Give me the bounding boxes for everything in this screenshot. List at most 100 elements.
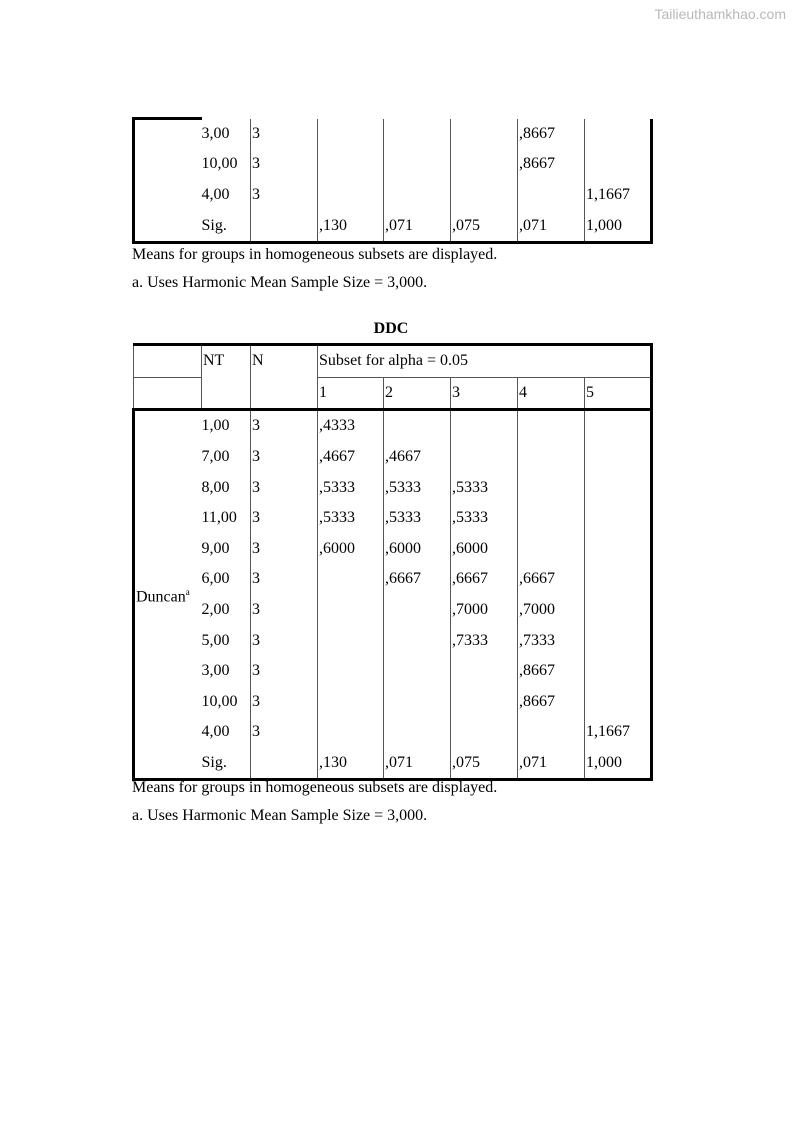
nt-cell: 10,00: [201, 155, 238, 173]
subset-cell: [584, 564, 653, 595]
subset-cell: [517, 441, 585, 473]
header-subset: Subset for alpha = 0.05: [317, 344, 653, 378]
subset-cell: ,6000: [450, 533, 518, 565]
table-row: Duncana 1,00 3,4333: [132, 409, 653, 780]
nt-cell: 7,00: [201, 448, 230, 466]
n-cell: 3: [250, 179, 318, 211]
nt-cell: 10,00: [201, 692, 238, 710]
nt-cell: Sig.: [201, 216, 227, 234]
n-cell: 3: [250, 409, 318, 442]
table-row: 10,00 3 ,8667: [134, 149, 653, 180]
table-row: 11,00 3,5333,5333,5333: [134, 502, 653, 534]
table-row: 9,00 3,6000,6000,6000: [134, 533, 653, 565]
subset-cell: ,6000: [317, 533, 384, 565]
header-n: N: [250, 343, 318, 412]
n-cell: 3: [250, 625, 318, 656]
table-row: 2,00 3 ,7000,7000: [134, 594, 653, 626]
subset-cell: [317, 655, 384, 687]
n-cell: [250, 210, 318, 243]
header-subset-2: 2: [383, 377, 451, 410]
method-label: Duncan: [136, 588, 186, 606]
subset-cell: ,8667: [517, 118, 585, 150]
subset-cell: [584, 118, 653, 150]
subset-cell: [317, 564, 384, 595]
subset-cell: ,071: [383, 747, 451, 780]
footnote-harmonic: a. Uses Harmonic Mean Sample Size = 3,00…: [132, 807, 428, 824]
subset-cell: [584, 655, 653, 687]
nt-cell: Sig.: [201, 754, 227, 772]
table-row: 6,00 3,6667,6667,6667: [134, 564, 653, 595]
footnote-harmonic: a. Uses Harmonic Mean Sample Size = 3,00…: [132, 274, 428, 291]
table-row: 3,00 3 ,8667: [134, 655, 653, 687]
nt-cell: 5,00: [201, 631, 230, 649]
table-row: 5,00 3 ,7333,7333: [134, 625, 653, 656]
subset-cell: ,6667: [517, 564, 585, 595]
subset-cell: [383, 625, 451, 656]
subset-cell: [383, 118, 451, 150]
subset-cell: [450, 686, 518, 718]
n-cell: 3: [250, 149, 318, 180]
table-row: 4,00 3 1,1667: [134, 179, 653, 211]
table-row: Sig. ,130,071,075,071 1,000: [134, 747, 653, 780]
subset-cell: ,7000: [517, 594, 585, 626]
table-row: Sig. ,130,071,075,071 1,000: [134, 210, 653, 243]
subset-cell: [450, 179, 518, 211]
watermark: Tailieuthamkhao.com: [654, 6, 786, 22]
subset-cell: [517, 472, 585, 503]
subset-cell: [517, 179, 585, 211]
subset-cell: [383, 686, 451, 718]
subset-cell: 1,000: [584, 210, 653, 243]
n-cell: 3: [250, 655, 318, 687]
subset-cell: ,6667: [450, 564, 518, 595]
subset-cell: [450, 149, 518, 180]
nt-cell: 4,00: [201, 723, 230, 741]
method-cell: [132, 117, 202, 243]
subset-cell: 1,1667: [584, 179, 653, 211]
subset-cell: ,075: [450, 747, 518, 780]
subset-cell: ,075: [450, 210, 518, 243]
subset-cell: [584, 502, 653, 534]
subset-cell: ,8667: [517, 655, 585, 687]
subset-cell: ,071: [383, 210, 451, 243]
subset-cell: ,7333: [517, 625, 585, 656]
header-subset-3: 3: [450, 377, 518, 410]
subset-cell: [317, 149, 384, 180]
table-row: 8,00 3,5333,5333,5333: [134, 472, 653, 503]
nt-cell: 3,00: [201, 124, 230, 142]
subset-cell: 1,1667: [584, 717, 653, 748]
subset-cell: ,4667: [317, 441, 384, 473]
subset-cell: ,130: [317, 210, 384, 243]
subset-cell: [584, 625, 653, 656]
subset-cell: [584, 533, 653, 565]
subset-cell: [383, 149, 451, 180]
method-superscript: a: [185, 587, 190, 598]
subset-cell: ,8667: [517, 686, 585, 718]
n-cell: 3: [250, 472, 318, 503]
subset-cell: [317, 686, 384, 718]
subset-cell: [517, 409, 585, 442]
subset-cell: [584, 149, 653, 180]
subset-cell: [584, 409, 653, 442]
method-cell: Duncana: [132, 409, 202, 780]
nt-cell: 2,00: [201, 601, 230, 619]
nt-cell: 9,00: [201, 539, 230, 557]
table-row: 7,00 3,4667,4667: [134, 441, 653, 473]
subset-cell: [517, 717, 585, 748]
subset-cell: [584, 472, 653, 503]
subset-cell: [450, 717, 518, 748]
subset-cell: ,071: [517, 747, 585, 780]
footnote-means: Means for groups in homogeneous subsets …: [132, 246, 498, 263]
subset-cell: [450, 118, 518, 150]
subset-cell: ,4333: [317, 409, 384, 442]
n-cell: 3: [250, 717, 318, 748]
subset-cell: 1,000: [584, 747, 653, 780]
subset-cell: [383, 179, 451, 211]
n-cell: 3: [250, 686, 318, 718]
subset-cell: [450, 441, 518, 473]
subset-cell: [584, 441, 653, 473]
subset-cell: [450, 655, 518, 687]
subset-cell: [584, 686, 653, 718]
table-title: DDC: [373, 320, 409, 337]
nt-cell: 6,00: [201, 570, 230, 588]
